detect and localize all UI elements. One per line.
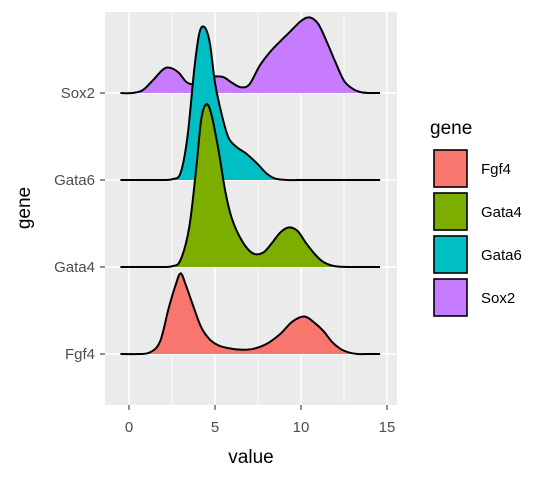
y-tick-label: Gata6 — [54, 172, 95, 189]
y-axis-title: gene — [14, 187, 35, 229]
legend-label-gata6: Gata6 — [481, 247, 522, 264]
ridge-sox2 — [120, 16, 381, 95]
legend-key-gata4 — [433, 192, 468, 231]
y-tick-label: Sox2 — [61, 85, 95, 102]
legend-items: Fgf4 Gata4 Gata6 Sox2 — [433, 149, 522, 317]
y-tick-label: Gata4 — [54, 259, 95, 276]
x-tick-label: 0 — [125, 419, 133, 436]
x-tick-label: 10 — [293, 419, 310, 436]
x-tick-label: 5 — [211, 419, 219, 436]
y-axis: Fgf4 Gata4 Gata6 Sox2 — [54, 85, 105, 363]
x-axis: 0 5 10 15 — [125, 405, 396, 436]
density-ridges — [120, 16, 381, 356]
density-area-fgf4 — [120, 273, 381, 355]
legend-key-sox2 — [433, 278, 468, 317]
density-line-fgf4 — [120, 272, 381, 356]
ridge-gata4 — [120, 103, 381, 269]
x-axis-title: value — [228, 447, 273, 468]
density-line-gata4 — [120, 103, 381, 269]
y-tick-label: Fgf4 — [65, 346, 95, 363]
ridge-gata6 — [120, 25, 381, 182]
density-line-sox2 — [120, 16, 381, 95]
density-area-sox2 — [120, 17, 381, 94]
legend-label-sox2: Sox2 — [481, 290, 515, 307]
legend-key-gata6 — [433, 235, 468, 274]
panel-background — [105, 12, 397, 405]
legend-label-fgf4: Fgf4 — [481, 161, 511, 178]
density-line-gata6 — [120, 25, 381, 182]
x-tick-label: 15 — [379, 419, 396, 436]
legend-key-fgf4 — [433, 149, 468, 188]
legend-label-gata4: Gata4 — [481, 204, 522, 221]
legend: gene Fgf4 Gata4 Gata6 Sox2 — [430, 118, 522, 317]
legend-title: gene — [430, 118, 472, 139]
ridge-fgf4 — [120, 272, 381, 356]
